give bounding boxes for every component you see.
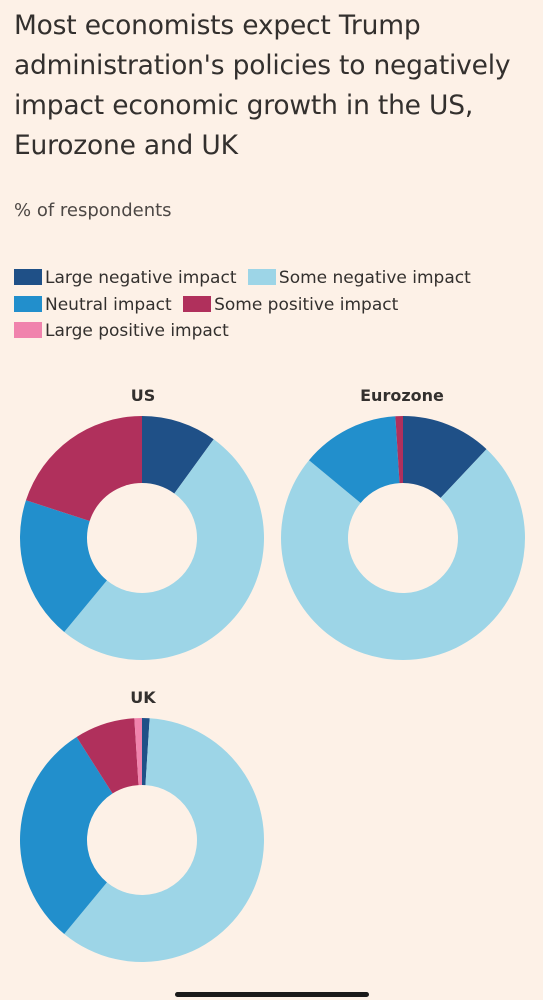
donut-slice-large-negative-impact xyxy=(142,416,214,494)
legend-label: Some positive impact xyxy=(214,294,399,315)
donut-chart-uk xyxy=(19,718,264,962)
donut-slice-large-negative-impact xyxy=(142,718,150,786)
chart-title: Most economists expect Trump administrat… xyxy=(14,10,511,161)
donut-slice-some-negative-impact xyxy=(64,439,265,661)
panel-title-uk: UK xyxy=(130,688,156,707)
donut-slice-neutral-impact xyxy=(19,736,113,935)
chart-subtitle: % of respondents xyxy=(14,200,172,221)
legend-item-neutral: Neutral impact xyxy=(14,295,172,315)
donut-slice-some-positive-impact xyxy=(76,718,139,794)
legend-label: Neutral impact xyxy=(45,294,172,315)
donut-slice-large-negative-impact xyxy=(403,416,487,498)
panel-title-us: US xyxy=(130,386,156,405)
legend-row: Neutral impact Some positive impact xyxy=(14,295,534,322)
legend-item-some-negative: Some negative impact xyxy=(247,268,471,288)
legend-label: Large negative impact xyxy=(45,268,237,288)
panel-title-eurozone: Eurozone xyxy=(360,386,444,405)
donut-slice-some-negative-impact xyxy=(281,449,525,660)
home-indicator[interactable] xyxy=(175,992,369,997)
donut-slice-some-negative-impact xyxy=(64,718,264,962)
donut-chart-eurozone xyxy=(281,416,525,660)
legend-item-large-negative: Large negative impact xyxy=(14,268,237,288)
donut-chart-us xyxy=(20,416,265,661)
legend-row: Large negative impact Some negative impa… xyxy=(14,268,534,295)
legend-swatch xyxy=(247,269,276,285)
legend-row: Large positive impact xyxy=(14,321,534,348)
donut-slice-large-positive-impact xyxy=(134,718,142,786)
legend-item-some-positive: Some positive impact xyxy=(183,295,398,315)
donut-slice-some-positive-impact xyxy=(395,416,403,484)
legend-label: Large positive impact xyxy=(45,321,229,341)
legend-swatch xyxy=(183,295,212,312)
legend-swatch xyxy=(14,322,42,338)
donut-slice-some-positive-impact xyxy=(25,416,142,522)
legend-swatch xyxy=(14,269,42,285)
donut-slice-neutral-impact xyxy=(308,416,400,503)
donut-slice-neutral-impact xyxy=(20,500,107,633)
legend-label: Some negative impact xyxy=(278,268,471,288)
legend-item-large-positive: Large positive impact xyxy=(14,321,229,341)
legend-swatch xyxy=(14,295,42,312)
legend: Large negative impact Some negative impa… xyxy=(14,268,534,348)
